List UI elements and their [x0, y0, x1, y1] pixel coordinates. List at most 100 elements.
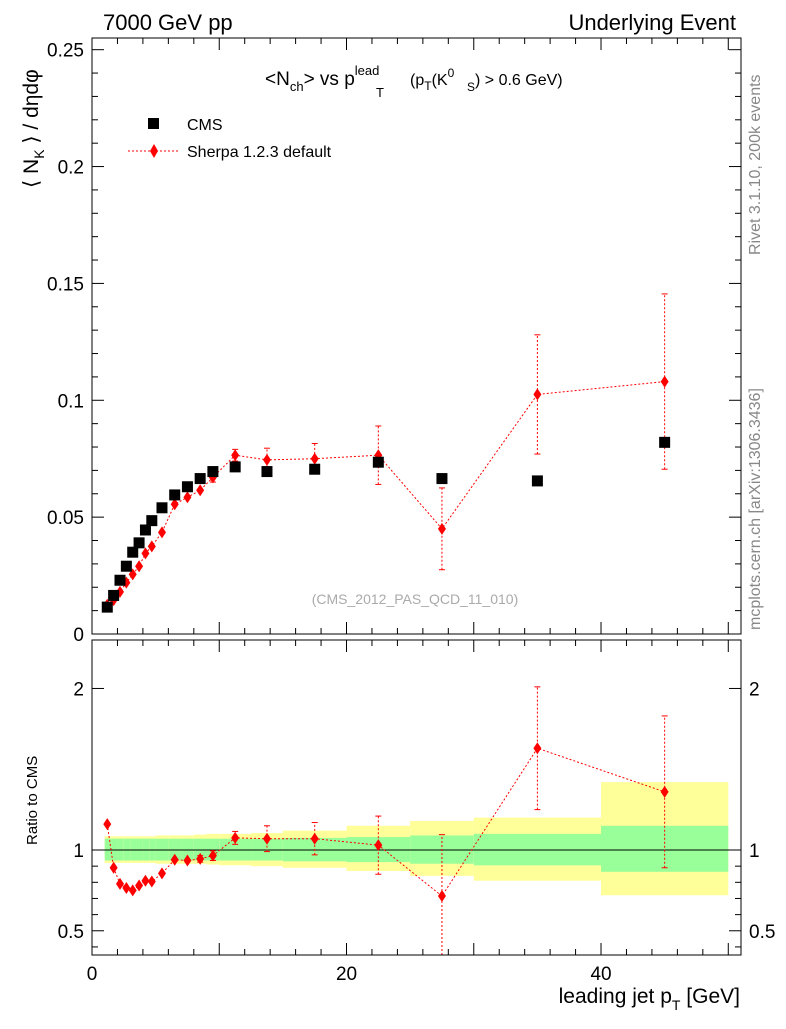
cms-point	[133, 537, 145, 549]
cms-point	[309, 463, 321, 475]
mc-point	[533, 388, 542, 401]
cms-series	[101, 436, 671, 613]
mc-point	[660, 375, 669, 388]
cms-point	[101, 601, 113, 613]
title-cut2: (K	[432, 72, 448, 89]
ylabel-post: ⟩ / dηdφ	[20, 69, 43, 149]
ratio-y-tick-label-left: 1	[73, 841, 84, 862]
y-tick-label: 0.25	[47, 41, 84, 62]
ratio-mc-point	[103, 818, 112, 831]
mc-point	[183, 491, 192, 504]
header-right: Underlying Event	[568, 10, 736, 35]
mc-point	[170, 498, 179, 511]
xtick-labels: 0 20 40	[87, 964, 612, 985]
ratio-mc-point	[437, 890, 446, 903]
x-tick-label: 0	[87, 964, 98, 985]
cms-point	[169, 489, 181, 501]
ratio-plot-panel: 0.5 0.5 1 1 2 2 0 20 40 Ratio to CMS leading je…	[24, 639, 776, 1013]
ratio-mc-point	[157, 867, 166, 880]
band-inner	[601, 825, 729, 872]
ratio-mc-point	[183, 854, 192, 867]
ratio-xlabel: leading jet pT [GeV]	[559, 985, 740, 1013]
title-cut-sub2: S	[467, 80, 475, 94]
ylabel-pre: ⟨ N	[20, 159, 43, 188]
cms-point	[114, 574, 126, 586]
ratio-mc-series	[103, 686, 669, 955]
cms-point	[181, 481, 193, 493]
legend-mc-marker	[150, 144, 158, 158]
legend: CMS Sherpa 1.2.3 default	[128, 117, 332, 161]
y-tick-label: 0.1	[58, 391, 84, 412]
title-cut-sup: 0	[448, 66, 455, 80]
mc-series	[103, 293, 669, 611]
cms-point	[156, 502, 168, 514]
ratio-mc-point	[122, 881, 131, 894]
cms-point	[531, 475, 543, 487]
y-tick-label: 0.05	[47, 508, 84, 529]
main-ylabel: ⟨ NK ⟩ / dηdφ	[20, 69, 47, 188]
ratio-mc-point	[660, 785, 669, 798]
title-cut: (p	[410, 72, 424, 89]
cms-point	[229, 461, 241, 473]
legend-mc-label: Sherpa 1.2.3 default	[187, 144, 332, 161]
main-title: <Nch> vs plead T(pT(K0S) > 0.6 GeV)	[265, 63, 563, 100]
ratio-mc-point	[374, 839, 383, 852]
ratio-y-tick-label-left: 0.5	[58, 922, 84, 943]
mc-point	[157, 526, 166, 539]
mcplots-label: mcplots.cern.ch [arXiv:1306.3436]	[747, 388, 764, 630]
cms-point	[207, 466, 219, 478]
ratio-mc-point	[115, 877, 124, 890]
y-tick-label: 0.15	[47, 274, 84, 295]
cms-point	[436, 473, 448, 485]
cms-point	[120, 560, 132, 572]
analysis-watermark: (CMS_2012_PAS_QCD_11_010)	[312, 591, 519, 607]
legend-cms-marker	[148, 118, 159, 129]
ratio-mc-point	[196, 852, 205, 865]
ratio-mc-point	[208, 849, 217, 862]
cms-point	[194, 473, 206, 485]
ratio-mc-point	[262, 832, 271, 845]
ratio-plot-frame	[91, 639, 742, 956]
mc-point	[231, 449, 240, 462]
mc-point	[196, 484, 205, 497]
title-cut-sub: T	[424, 79, 432, 93]
ratio-mc-point	[310, 832, 319, 845]
ratio-ytick-labels: 0.5 0.5 1 1 2 2	[58, 679, 776, 942]
mc-line	[106, 381, 665, 606]
cms-point	[372, 456, 384, 468]
main-ytick-labels: 0 0.05 0.1 0.15 0.2 0.25	[47, 41, 84, 646]
ratio-mc-point	[147, 875, 156, 888]
ratio-mc-point	[170, 853, 179, 866]
ratio-mc-point	[135, 879, 144, 892]
cms-point	[659, 436, 671, 448]
ylabel-sub: K	[31, 149, 47, 159]
xlabel-sub: T	[672, 997, 681, 1013]
title-cut3: ) > 0.6 GeV)	[475, 72, 563, 89]
title-t-sub: T	[376, 85, 384, 100]
mc-point	[437, 522, 446, 535]
main-tick-marks	[91, 38, 741, 635]
rivet-label: Rivet 3.1.10, 200k events	[747, 74, 764, 255]
ratio-mc-point	[533, 742, 542, 755]
ratio-y-tick-label-left: 2	[73, 679, 84, 700]
cms-point	[127, 546, 139, 558]
title-nch-sub: ch	[290, 79, 304, 94]
ratio-y-tick-label-right: 2	[749, 679, 760, 700]
xlabel-post: [GeV]	[680, 985, 740, 1008]
ratio-y-tick-label-right: 1	[749, 841, 760, 862]
ratio-mc-point	[141, 874, 150, 887]
ratio-mc-point	[109, 861, 118, 874]
title-vs-pt: > vs p	[304, 69, 355, 90]
mc-point	[141, 547, 150, 560]
ratio-tick-marks	[91, 640, 741, 955]
cms-point	[139, 524, 151, 536]
main-plot-panel: 00.050.10.150.20.25 <Nch> vs plead T(pT(K…	[20, 37, 742, 646]
header-left: 7000 GeV pp	[103, 10, 233, 35]
ratio-mc-point	[231, 831, 240, 844]
x-tick-label: 20	[336, 964, 357, 985]
title-lead-sup: lead	[355, 63, 380, 78]
legend-cms-label: CMS	[187, 117, 223, 134]
title-nch: <N	[265, 69, 290, 90]
cms-point	[146, 515, 158, 527]
